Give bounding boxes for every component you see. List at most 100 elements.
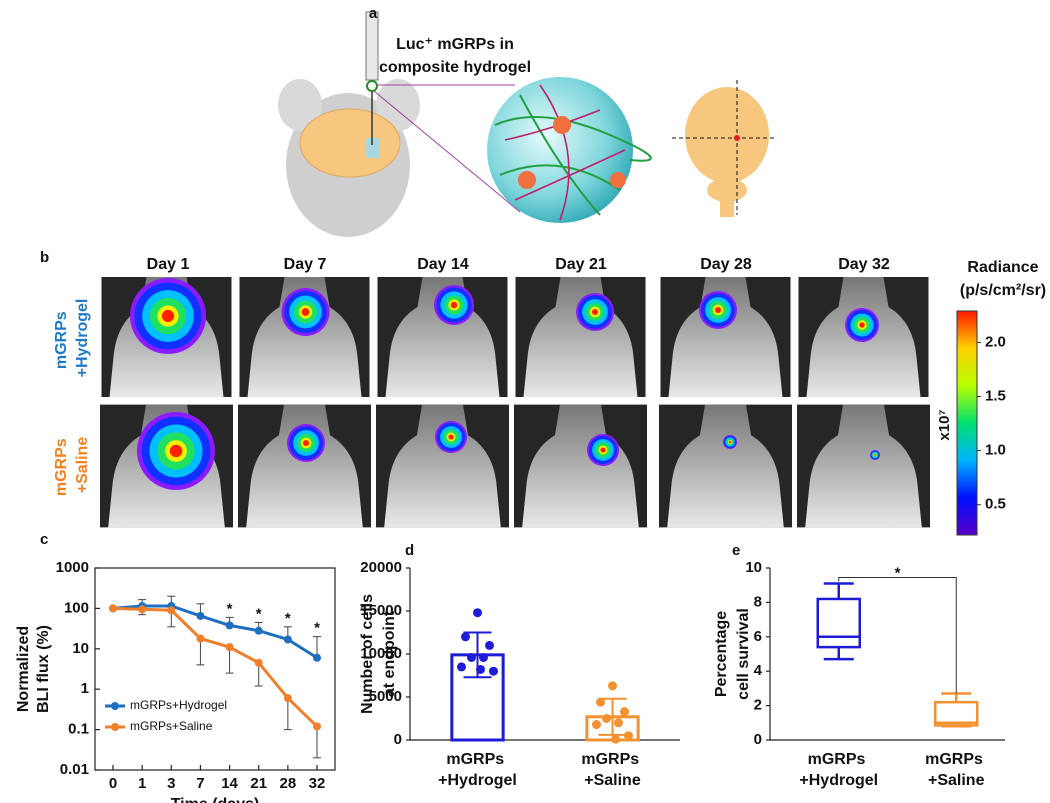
tick-label: 2.0 [985, 333, 1006, 350]
signal [723, 435, 737, 449]
significance: * [256, 605, 262, 622]
panel-label: b [40, 249, 49, 266]
y-axis-label: Percentage [713, 611, 730, 697]
legend-label: mGRPs+Hydrogel [130, 698, 227, 712]
brainstem [720, 195, 734, 217]
day-label: Day 14 [417, 256, 469, 273]
scale-label: x10⁷ [936, 409, 953, 440]
text-line: +Saline [928, 772, 985, 789]
data-point [196, 611, 205, 620]
syringe [365, 11, 379, 81]
row-label: mGRPs +Saline [53, 434, 91, 496]
signal [870, 450, 880, 460]
image [376, 404, 509, 528]
y-axis-label: cell survival [735, 608, 752, 700]
data-point [254, 626, 263, 635]
y-tick-label: 0.1 [68, 721, 89, 738]
x-tick-label: 14 [221, 775, 238, 792]
target [734, 135, 740, 141]
text-line: +Saline [74, 437, 91, 494]
text-line: mGRPs [53, 307, 70, 369]
box [816, 597, 861, 649]
y-tick-label: 10 [72, 640, 89, 657]
signal [281, 288, 330, 336]
tick-label: 1.5 [985, 387, 1006, 404]
day-label: Day 21 [555, 256, 607, 273]
signal [287, 424, 325, 462]
data-point [614, 718, 623, 728]
significance: * [895, 564, 901, 581]
day-label: Day 32 [838, 256, 890, 273]
y-tick-label: 0 [394, 731, 402, 748]
x-tick-label: 7 [196, 775, 204, 792]
y-axis-label: Normalized [15, 626, 32, 712]
data-point [479, 652, 488, 662]
data-point [602, 714, 611, 723]
data-point [196, 634, 205, 643]
brain-section [299, 108, 401, 178]
data-point [457, 662, 466, 672]
x-tick-label: 3 [167, 775, 175, 792]
y-tick-label: 8 [754, 593, 762, 610]
colorbar-title: (p/s/cm²/sr) [960, 282, 1046, 299]
signal [699, 291, 737, 329]
image [797, 404, 930, 528]
ear [376, 79, 420, 131]
data-point [138, 605, 147, 614]
data-point [313, 722, 321, 731]
data-point [592, 720, 601, 730]
x-tick-label: mGRPs +Hydrogel [438, 751, 517, 789]
x-tick-label: 1 [138, 775, 146, 792]
x-tick-label: 21 [250, 775, 267, 792]
y-tick-label: 4 [754, 662, 763, 679]
panel-label: e [732, 542, 740, 559]
text-line: mGRPs [446, 751, 508, 768]
image [238, 404, 371, 528]
bli-images [100, 277, 930, 528]
connector [373, 90, 521, 213]
x-axis-label: Time (days) [171, 796, 260, 803]
tick-label: 0.5 [985, 496, 1006, 513]
injection-site [365, 138, 379, 158]
data-point [620, 707, 629, 717]
tick-label: 1.0 [985, 442, 1006, 459]
y-axis-label: Number of cells [359, 594, 376, 714]
x-tick-label: mGRPs +Saline [925, 751, 987, 789]
data-point [467, 652, 476, 662]
data-point [225, 621, 234, 630]
data-point [254, 658, 263, 667]
data-point [624, 731, 633, 741]
data-point [485, 640, 494, 650]
data-point [608, 681, 617, 691]
text-line: +Hydrogel [438, 772, 517, 789]
text-line: +Saline [584, 772, 641, 789]
series-line [112, 606, 319, 728]
panel-label: a [369, 5, 378, 22]
data-point [461, 632, 470, 642]
hydrogel-zoom [487, 77, 633, 223]
data-point [109, 604, 117, 613]
caption: Luc⁺ mGRPs in [396, 36, 514, 53]
y-tick-label: 10000 [360, 645, 402, 662]
data-point [225, 643, 234, 652]
significance: * [227, 600, 233, 617]
panel-label: c [40, 531, 48, 548]
fibers [504, 84, 626, 221]
significance: * [285, 610, 291, 627]
brain-top [685, 87, 769, 183]
legend-marker [111, 723, 119, 731]
signal [845, 308, 879, 342]
text-line: mGRPs [581, 751, 643, 768]
day-label: Day 7 [284, 256, 327, 273]
y-tick-label: 0 [754, 731, 762, 748]
data-point [313, 653, 321, 662]
legend-marker [111, 702, 119, 710]
y-tick-label: 20000 [360, 559, 402, 576]
text-line: +Hydrogel [799, 772, 878, 789]
y-tick-label: 0.01 [60, 761, 89, 778]
text-line: mGRPs [53, 434, 70, 496]
significance-bracket [838, 576, 957, 694]
y-axis-label: at endpoint [381, 610, 398, 697]
y-axis-label: BLI flux (%) [35, 625, 52, 713]
